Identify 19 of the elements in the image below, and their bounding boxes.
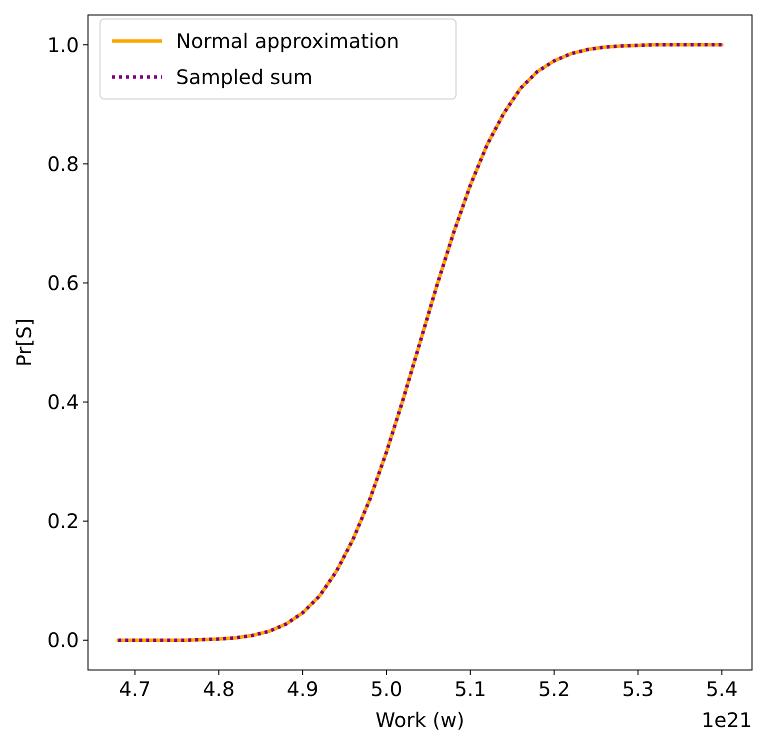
y-tick-label: 0.0 xyxy=(47,628,79,652)
text: 1e21 xyxy=(702,708,752,732)
legend-label: Normal approximation xyxy=(176,29,400,53)
y-tick-label: 1.0 xyxy=(47,32,79,57)
x-tick-label: 5.0 xyxy=(370,677,402,701)
y-tick-label: 0.2 xyxy=(47,509,79,534)
x-tick-label: 4.9 xyxy=(286,677,319,701)
x-axis-title: Work (w) xyxy=(376,708,464,732)
legend-label: Sampled sum xyxy=(176,65,313,89)
y-tick-label: 0.8 xyxy=(47,152,79,176)
x-tick-label: 5.1 xyxy=(454,677,486,701)
x-tick-label: 5.4 xyxy=(706,677,738,701)
x-tick-label: 5.2 xyxy=(538,677,570,701)
y-tick-label: 0.6 xyxy=(47,270,79,295)
y-axis-title: Pr[S] xyxy=(12,318,36,367)
x-tick-label: 4.7 xyxy=(119,677,151,701)
x-tick-label: 5.3 xyxy=(622,677,654,701)
x-tick-label: 4.8 xyxy=(202,677,235,701)
y-tick-label: 0.4 xyxy=(47,390,79,414)
